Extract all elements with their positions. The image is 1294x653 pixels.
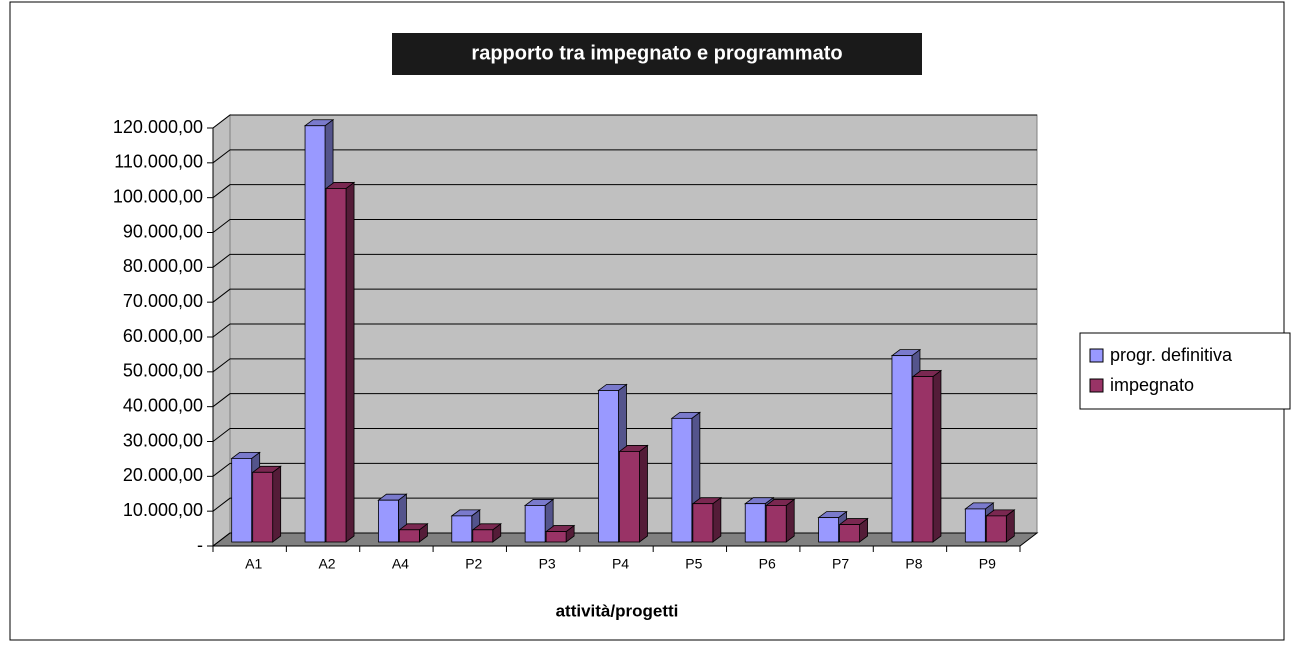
x-tick-label: P6	[759, 556, 776, 572]
grid-line	[212, 184, 1037, 199]
y-tick-label: 110.000,00	[114, 152, 203, 172]
legend-swatch	[1089, 378, 1104, 393]
bar	[544, 524, 576, 543]
grid-line	[212, 462, 1037, 477]
bar	[985, 509, 1016, 543]
legend-swatch	[1089, 348, 1104, 363]
bar	[838, 517, 869, 543]
x-tick-label: A4	[392, 556, 409, 572]
bar-front	[692, 503, 714, 543]
bar	[765, 498, 796, 543]
bar-front	[839, 524, 860, 543]
y-tick-label: 70.000,00	[123, 291, 203, 311]
x-tick-label: A2	[318, 556, 335, 572]
x-tick-label: P3	[539, 556, 556, 572]
x-tick-label: P7	[832, 556, 849, 572]
bar-side	[639, 444, 648, 543]
bar	[691, 496, 723, 543]
bar	[618, 444, 649, 543]
bar	[398, 523, 429, 543]
legend-label: impegnato	[1110, 375, 1194, 395]
x-tick-label: P9	[979, 556, 996, 572]
y-tick-label: 100.000,00	[113, 186, 203, 206]
y-tick-label: -	[197, 535, 203, 555]
bar	[911, 369, 943, 543]
bar-front	[231, 457, 253, 543]
y-tick-label: 80.000,00	[123, 256, 203, 276]
bar-front	[252, 471, 274, 543]
bar-side	[345, 181, 355, 543]
grid-line	[212, 393, 1037, 408]
bar	[251, 465, 282, 543]
grid-line	[212, 428, 1037, 442]
bar-front	[964, 508, 986, 543]
bar-front	[765, 505, 787, 543]
grid-line	[212, 288, 1037, 303]
bar-front	[545, 531, 567, 543]
grid-line	[212, 149, 1037, 164]
y-tick-label: 120.000,00	[113, 117, 203, 137]
bar-front	[744, 503, 766, 543]
grid-line	[212, 114, 1037, 129]
y-tick-label: 90.000,00	[123, 221, 203, 241]
bar	[471, 523, 502, 543]
x-tick-label: P5	[685, 556, 702, 572]
bar-side	[272, 465, 282, 543]
bar-front	[912, 376, 934, 543]
x-tick-label: A1	[245, 556, 262, 572]
y-tick-label: 10.000,00	[123, 500, 203, 520]
bar-side	[712, 496, 722, 543]
bar-front	[451, 515, 473, 543]
bar	[377, 493, 408, 543]
bar-front	[325, 188, 347, 543]
bar-front	[619, 451, 640, 543]
y-tick-label: 40.000,00	[123, 395, 203, 415]
grid-line	[212, 219, 1037, 233]
grid-line	[212, 253, 1037, 268]
bar-front	[818, 517, 839, 543]
bar-front	[399, 529, 420, 543]
y-tick-label: 60.000,00	[123, 326, 203, 346]
bar-front	[524, 505, 546, 543]
bar-front	[378, 499, 399, 543]
y-tick-label: 20.000,00	[123, 465, 203, 485]
chart-title: rapporto tra impegnato e programmato	[471, 42, 842, 64]
x-axis-title: attività/progetti	[556, 601, 679, 620]
grid-line	[212, 358, 1037, 373]
bar-front	[304, 125, 326, 543]
title-box	[392, 33, 922, 75]
bar-side	[932, 369, 942, 543]
y-tick-label: 50.000,00	[123, 361, 203, 381]
x-tick-label: P8	[905, 556, 922, 572]
bar-front	[598, 390, 619, 543]
bar-front	[891, 355, 913, 543]
bar	[324, 181, 356, 543]
legend	[1079, 332, 1291, 410]
y-tick-label: 30.000,00	[123, 430, 203, 450]
legend-label: progr. definitiva	[1110, 345, 1233, 365]
bar-front	[985, 515, 1007, 543]
bar-front	[671, 417, 693, 543]
grid-line	[212, 323, 1037, 338]
bar-side	[785, 498, 795, 543]
x-tick-label: P4	[612, 556, 629, 572]
x-tick-label: P2	[465, 556, 482, 572]
bar-front	[472, 529, 494, 543]
